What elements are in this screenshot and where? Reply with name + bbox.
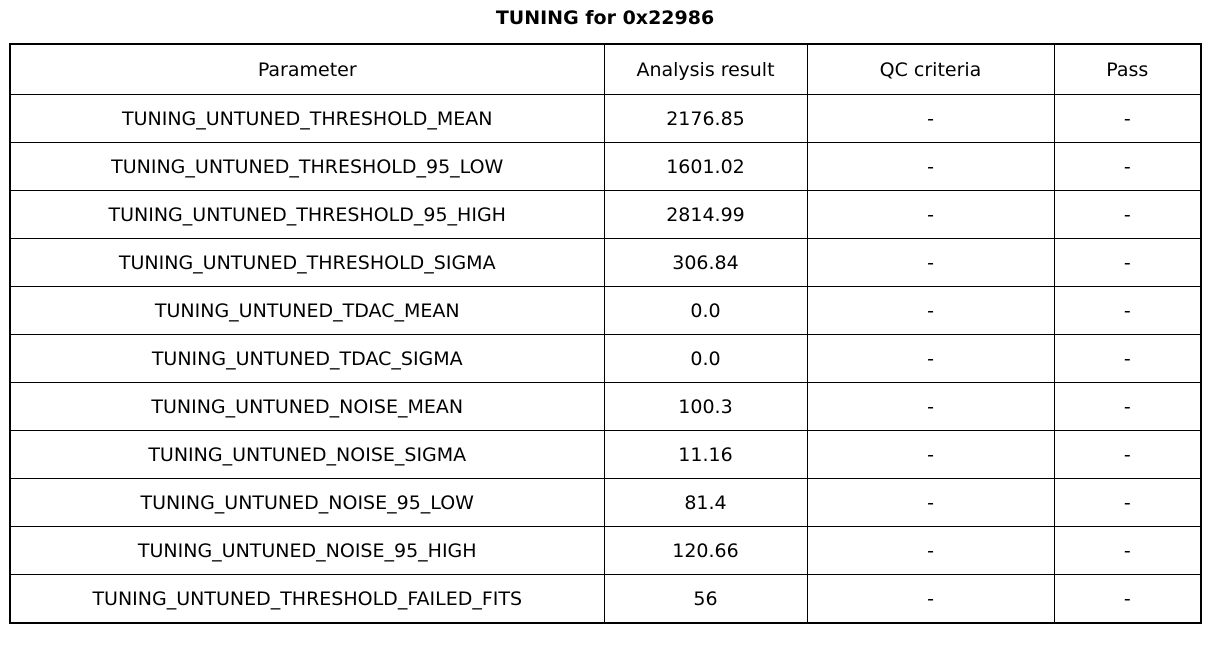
table-cell-parameter: TUNING_UNTUNED_THRESHOLD_MEAN: [9, 94, 605, 143]
table-cell-qc-criteria: -: [806, 286, 1055, 335]
table-cell-parameter: TUNING_UNTUNED_NOISE_MEAN: [9, 382, 605, 431]
table-cell-analysis-result: 306.84: [603, 238, 808, 287]
table-row: TUNING_UNTUNED_NOISE_95_LOW 81.4- -: [9, 478, 1202, 527]
table-cell-pass: -: [1053, 334, 1202, 383]
table-row: TUNING_UNTUNED_NOISE_SIGMA 11.16- -: [9, 430, 1202, 479]
table-row: TUNING_UNTUNED_THRESHOLD_95_LOW 1601.02- -: [9, 142, 1202, 191]
table-cell-analysis-result: 0.0: [603, 286, 808, 335]
table-row: TUNING_UNTUNED_THRESHOLD_SIGMA 306.84- -: [9, 238, 1202, 287]
table-cell-qc-criteria: -: [806, 142, 1055, 191]
table-cell-parameter: TUNING_UNTUNED_THRESHOLD_FAILED_FITS: [9, 574, 605, 624]
table-cell-analysis-result: 120.66: [603, 526, 808, 575]
table-row: TUNING_UNTUNED_THRESHOLD_MEAN 2176.85- -: [9, 94, 1202, 143]
table-cell-parameter: TUNING_UNTUNED_THRESHOLD_SIGMA: [9, 238, 605, 287]
table-cell-parameter: TUNING_UNTUNED_NOISE_95_HIGH: [9, 526, 605, 575]
table-cell-analysis-result: 56: [603, 574, 808, 624]
table-cell-qc-criteria: -: [806, 478, 1055, 527]
table-cell-pass: -: [1053, 238, 1202, 287]
table-cell-qc-criteria: -: [806, 190, 1055, 239]
table-cell-analysis-result: 0.0: [603, 334, 808, 383]
qc-table: Parameter Analysis result QC criteria Pa…: [9, 43, 1202, 624]
table-cell-pass: -: [1053, 286, 1202, 335]
table-cell-parameter: TUNING_UNTUNED_TDAC_SIGMA: [9, 334, 605, 383]
table-cell-analysis-result: 100.3: [603, 382, 808, 431]
table-row: TUNING_UNTUNED_TDAC_SIGMA 0.0- -: [9, 334, 1202, 383]
table-cell-qc-criteria: -: [806, 526, 1055, 575]
table-cell-pass: -: [1053, 574, 1202, 624]
table-cell-qc-criteria: -: [806, 382, 1055, 431]
column-header-pass: Pass: [1053, 43, 1202, 95]
header-row: Parameter Analysis result QC criteria Pa…: [9, 43, 1202, 95]
column-header-parameter: Parameter: [9, 43, 605, 95]
table-row: TUNING_UNTUNED_NOISE_95_HIGH 120.66- -: [9, 526, 1202, 575]
table-cell-pass: -: [1053, 94, 1202, 143]
table-cell-analysis-result: 2814.99: [603, 190, 808, 239]
table-cell-parameter: TUNING_UNTUNED_THRESHOLD_95_HIGH: [9, 190, 605, 239]
table-body: TUNING_UNTUNED_THRESHOLD_MEAN 2176.85- - TU…: [9, 94, 1202, 624]
table-cell-pass: -: [1053, 526, 1202, 575]
column-header-qc-criteria: QC criteria: [806, 43, 1055, 95]
table-row: TUNING_UNTUNED_NOISE_MEAN 100.3- -: [9, 382, 1202, 431]
table-cell-pass: -: [1053, 478, 1202, 527]
table-cell-analysis-result: 1601.02: [603, 142, 808, 191]
table-cell-analysis-result: 81.4: [603, 478, 808, 527]
table-cell-parameter: TUNING_UNTUNED_TDAC_MEAN: [9, 286, 605, 335]
table-cell-analysis-result: 11.16: [603, 430, 808, 479]
table-cell-qc-criteria: -: [806, 94, 1055, 143]
table-cell-pass: -: [1053, 430, 1202, 479]
table-cell-pass: -: [1053, 190, 1202, 239]
table-cell-pass: -: [1053, 382, 1202, 431]
table-cell-qc-criteria: -: [806, 574, 1055, 624]
table-row: TUNING_UNTUNED_THRESHOLD_95_HIGH 2814.99-…: [9, 190, 1202, 239]
table-cell-pass: -: [1053, 142, 1202, 191]
table-cell-qc-criteria: -: [806, 430, 1055, 479]
table-row: TUNING_UNTUNED_TDAC_MEAN 0.0- -: [9, 286, 1202, 335]
table-header: Parameter Analysis result QC criteria Pa…: [9, 43, 1202, 95]
table-cell-parameter: TUNING_UNTUNED_THRESHOLD_95_LOW: [9, 142, 605, 191]
table-cell-qc-criteria: -: [806, 334, 1055, 383]
table-row: TUNING_UNTUNED_THRESHOLD_FAILED_FITS 56- -: [9, 574, 1202, 624]
column-header-analysis-result: Analysis result: [603, 43, 808, 95]
table-cell-parameter: TUNING_UNTUNED_NOISE_SIGMA: [9, 430, 605, 479]
figure-title: TUNING for 0x22986: [495, 7, 715, 29]
table-cell-qc-criteria: -: [806, 238, 1055, 287]
table-cell-analysis-result: 2176.85: [603, 94, 808, 143]
table-cell-parameter: TUNING_UNTUNED_NOISE_95_LOW: [9, 478, 605, 527]
